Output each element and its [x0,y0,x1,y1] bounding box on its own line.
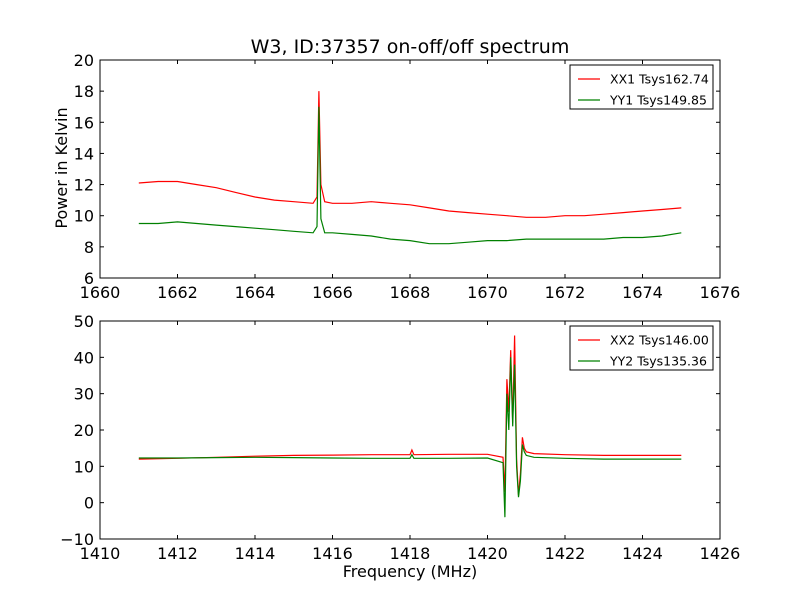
x-tick-label: 1424 [622,544,663,563]
x-tick-label: 1666 [312,283,353,302]
x-tick-label: 1418 [390,544,431,563]
legend-label-2: YY1 Tsys149.85 [609,93,707,108]
legend-label-1: XX2 Tsys146.00 [610,333,709,348]
x-axis-label-bottom: Frequency (MHz) [343,562,477,581]
top-spectrum-panel: 1660 1662 1664 1666 1668 1670 1672 1674 1676 6 8 10… [74,51,741,302]
legend-label-2: YY2 Tsys135.36 [609,354,707,369]
y-tick-label: 40 [74,348,94,367]
x-tick-label: 1416 [312,544,353,563]
x-tick-label: 1410 [80,544,121,563]
x-tick-label: 1412 [157,544,198,563]
legend-box [569,325,714,371]
y-tick-label: 20 [74,51,94,70]
y-tick-label: 10 [74,457,94,476]
legend-box [569,64,714,110]
y-tick-label: 12 [74,176,94,195]
x-tick-label: 1420 [467,544,508,563]
y-tick-label: 14 [74,144,94,163]
series-line-1 [138,91,682,218]
bottom-spectrum-panel: 1410 1412 1414 1416 1418 1420 1422 1424 1426 −10 0… [60,312,740,563]
x-tick-label: 1414 [235,544,276,563]
figure-title: W3, ID:37357 on-off/off spectrum [251,36,570,58]
x-tick-label: 1422 [545,544,586,563]
x-tick-label: 1676 [700,283,741,302]
y-tick-label: 50 [74,312,94,331]
x-tick-label: 1426 [700,544,741,563]
x-tick-label: 1660 [80,283,121,302]
x-tick-label: 1672 [545,283,586,302]
y-tick-label: 20 [74,421,94,440]
y-tick-label: 16 [74,113,94,132]
series-line-2 [138,106,682,245]
y-tick-label: −10 [60,530,94,549]
y-tick-label: 8 [84,238,94,257]
x-tick-label: 1662 [157,283,198,302]
series-line-2 [138,357,682,518]
y-tick-label: 18 [74,82,94,101]
legend-label-1: XX1 Tsys162.74 [610,72,709,87]
x-tick-label: 1670 [467,283,508,302]
y-tick-label: 10 [74,207,94,226]
y-tick-label: 6 [84,269,94,288]
x-tick-label: 1674 [622,283,663,302]
y-tick-label: 0 [84,494,94,513]
y-axis-label-top: Power in Kelvin [52,107,71,228]
series-line-1 [138,335,682,496]
x-tick-label: 1664 [235,283,276,302]
x-tick-label: 1668 [390,283,431,302]
y-tick-label: 30 [74,385,94,404]
